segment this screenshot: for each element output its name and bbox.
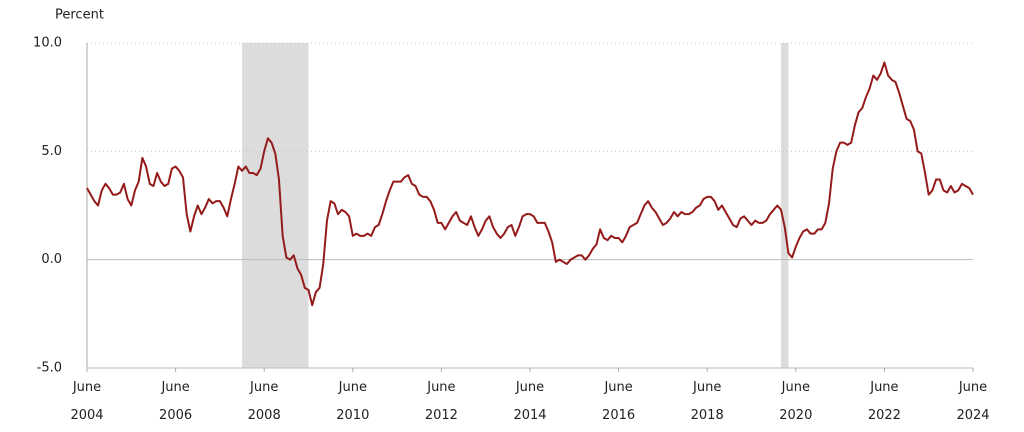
x-tick-label: June 2016 [602, 380, 636, 423]
x-tick-label: June 2008 [247, 380, 281, 423]
x-tick-label: June 2014 [513, 380, 547, 423]
recession-band [242, 43, 309, 368]
recession-band [781, 43, 789, 368]
y-tick-label: 5.0 [41, 144, 62, 159]
y-tick-label: 10.0 [33, 36, 62, 51]
x-tick-label: June 2004 [70, 380, 104, 423]
line-series [86, 61, 974, 307]
x-tick-label: June 2020 [779, 380, 813, 423]
y-tick-label: -5.0 [37, 361, 62, 376]
x-tick-label: June 2006 [159, 380, 193, 423]
y-axis-label: Percent [55, 8, 104, 23]
x-tick-label: June 2024 [956, 380, 990, 423]
y-tick-label: 0.0 [41, 252, 62, 267]
x-tick-label: June 2018 [690, 380, 724, 423]
x-tick-label: June 2012 [424, 380, 458, 423]
x-tick-label: June 2022 [867, 380, 901, 423]
x-tick-label: June 2010 [336, 380, 370, 423]
